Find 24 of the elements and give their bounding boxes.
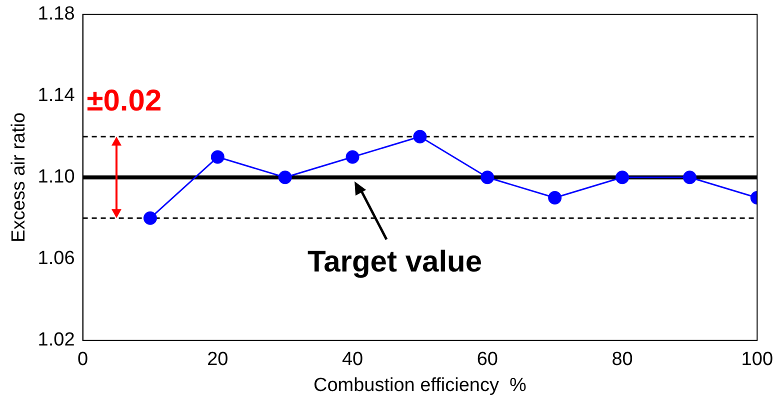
point [278,170,292,184]
point [548,191,562,205]
y-tick-label: 1.10 [38,166,75,188]
x-tick-label: 80 [612,349,633,370]
x-axis-title: Combustion efficiency % [313,374,527,396]
point [616,170,630,184]
annotation: ±0.02 [86,84,162,118]
x-tick-label: 100 [741,349,773,370]
y-tick-label: 1.02 [38,330,75,351]
x-tick-label: 20 [207,349,228,370]
y-axis-title: Excess air ratio [8,112,30,242]
point [346,150,360,164]
point [143,211,157,225]
y-tick-label: 1.06 [38,248,75,270]
x-tick-label: 40 [342,349,364,370]
x-tick-label: 0 [77,349,88,370]
y-tick-label: 1.14 [38,85,76,106]
y-tick-label: 1.18 [38,4,75,25]
x-tick-label: 60 [476,349,498,370]
annotation: Target value [308,246,482,279]
point [210,150,224,164]
point [413,130,427,144]
point [480,170,494,184]
point [682,170,696,184]
